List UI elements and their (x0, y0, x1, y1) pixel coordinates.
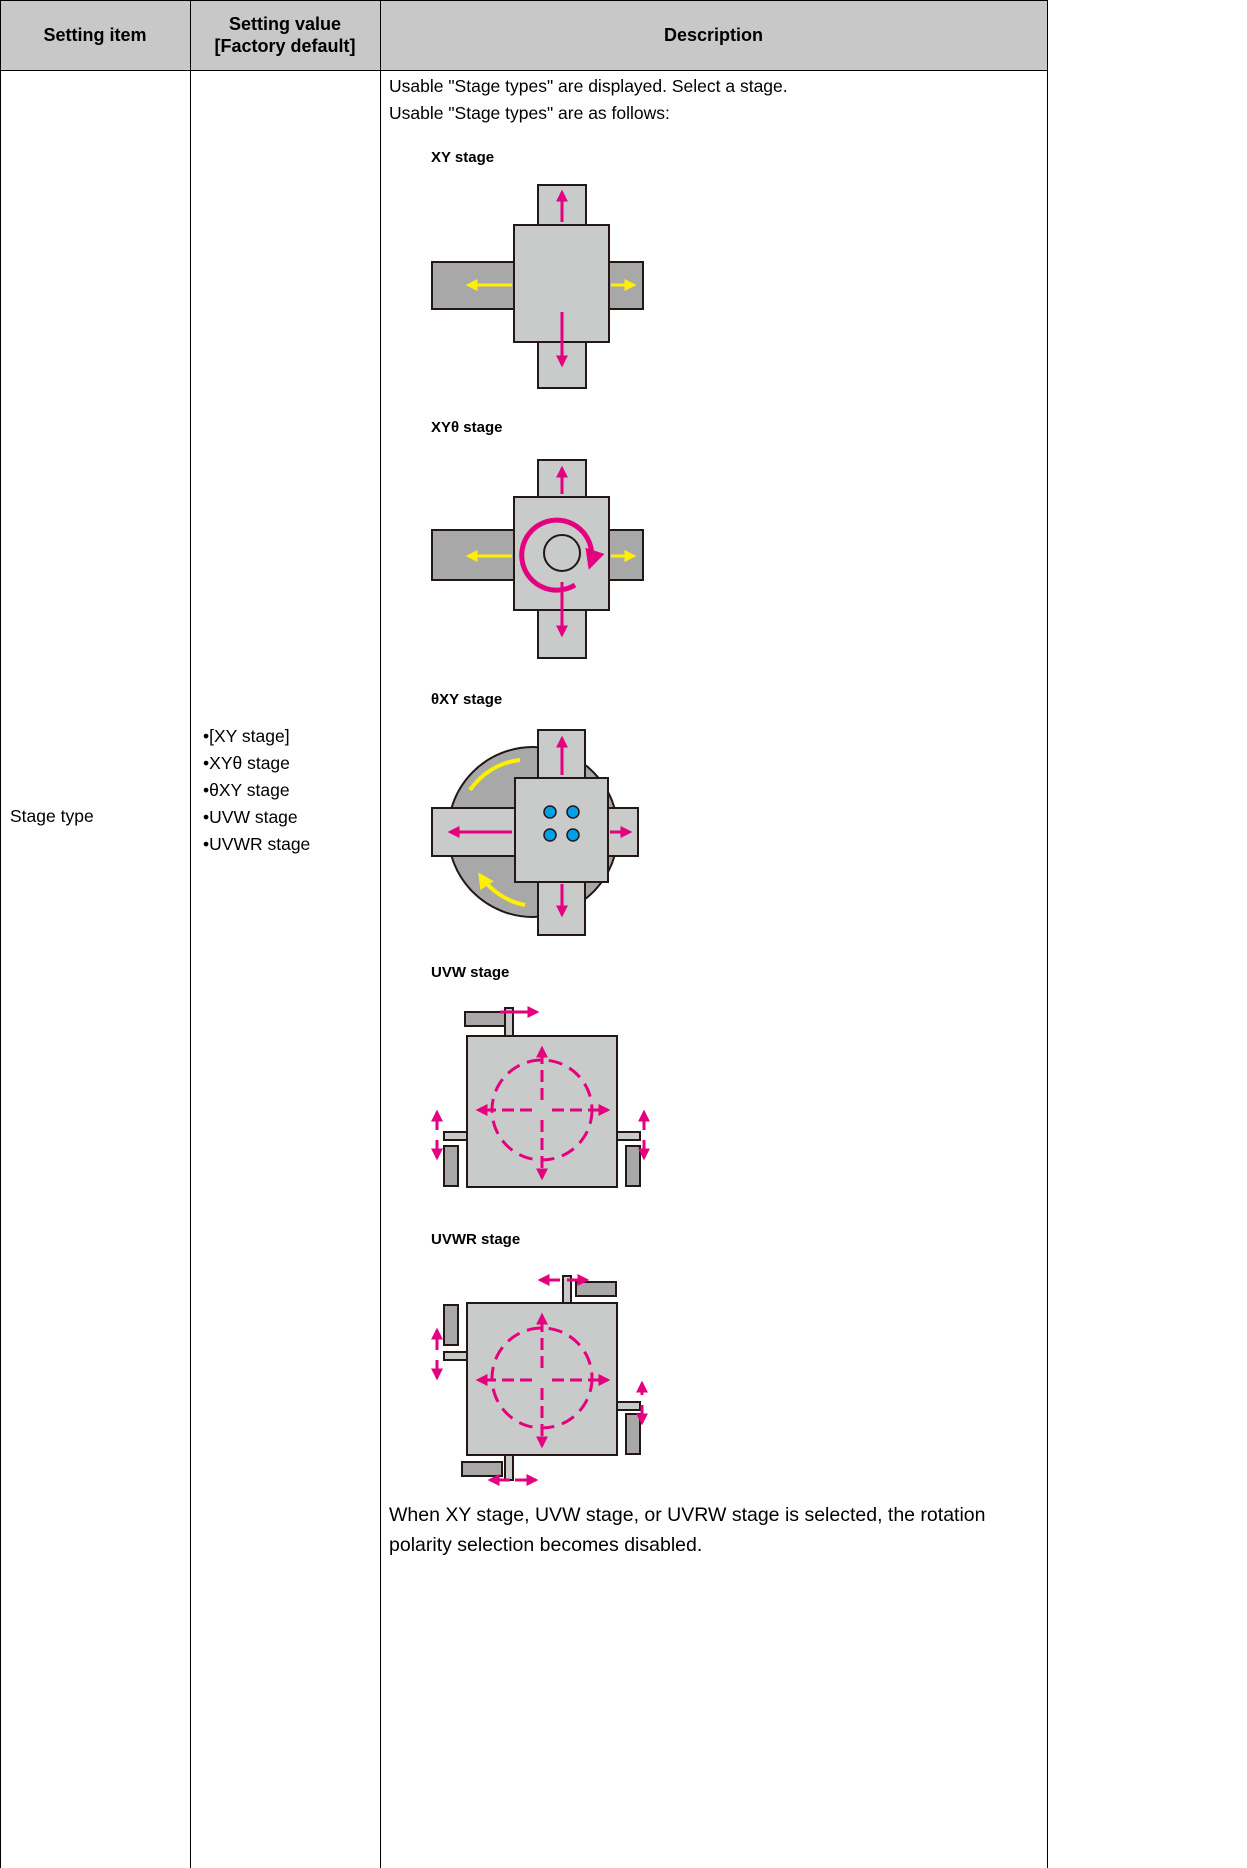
header-text: Setting item (43, 25, 147, 45)
setting-item: Stage type (10, 806, 94, 826)
stage-label: θXY stage (431, 691, 503, 708)
uvwr-diagram (431, 1274, 648, 1486)
header-text: Setting value (228, 14, 342, 34)
description-text: Usable "Stage types" are as follows: (389, 103, 670, 123)
border (0, 0, 1048, 1)
value-option: [XY stage] (203, 723, 310, 750)
description-note: When XY stage, UVW stage, or UVRW stage … (389, 1504, 986, 1556)
border (1047, 0, 1048, 1868)
header-text: [Factory default] (214, 36, 356, 56)
header-text: Description (663, 25, 764, 45)
setting-values: [XY stage] XYθ stage θXY stage UVW stage… (203, 723, 310, 858)
uvw-diagram (431, 1006, 650, 1188)
description-text: Usable "Stage types" are displayed. Sele… (389, 76, 788, 96)
xytheta-diagram (431, 459, 644, 659)
border (190, 0, 191, 1868)
value-option: UVW stage (203, 804, 310, 831)
border (0, 70, 1048, 71)
header-cell: Description (380, 0, 1047, 70)
stage-label: UVWR stage (431, 1231, 521, 1248)
value-option: θXY stage (203, 777, 310, 804)
stage-label: UVW stage (431, 964, 510, 981)
border (380, 0, 381, 1868)
value-option: XYθ stage (203, 750, 310, 777)
stage-label: XYθ stage (431, 419, 503, 436)
thetaxy-diagram (431, 729, 639, 936)
xy-diagram (431, 184, 644, 389)
border (0, 0, 1, 1868)
header-cell: Setting item (0, 0, 190, 70)
value-option: UVWR stage (203, 831, 310, 858)
stage-label: XY stage (431, 149, 495, 166)
header-cell: Setting value [Factory default] (190, 0, 380, 70)
